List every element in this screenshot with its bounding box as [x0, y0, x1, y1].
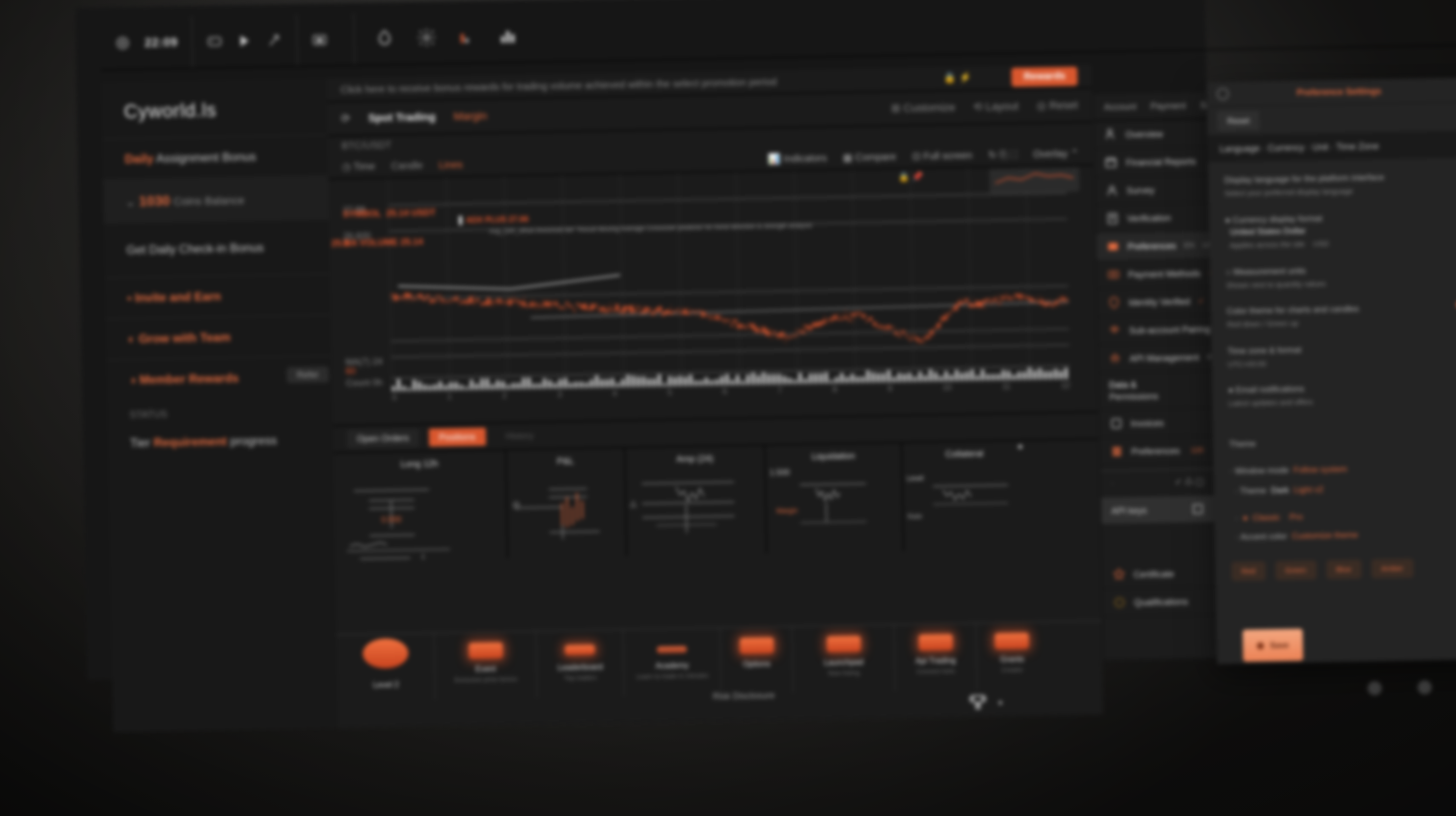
svg-text:1.500: 1.500 — [770, 468, 791, 477]
svg-text:Margin: Margin — [776, 508, 798, 515]
svg-text:Rate: Rate — [907, 514, 922, 521]
svg-text:Q: Q — [513, 501, 519, 510]
svg-text:0.900: 0.900 — [381, 515, 402, 524]
svg-text:△: △ — [630, 499, 637, 508]
svg-text:Level: Level — [907, 476, 924, 483]
